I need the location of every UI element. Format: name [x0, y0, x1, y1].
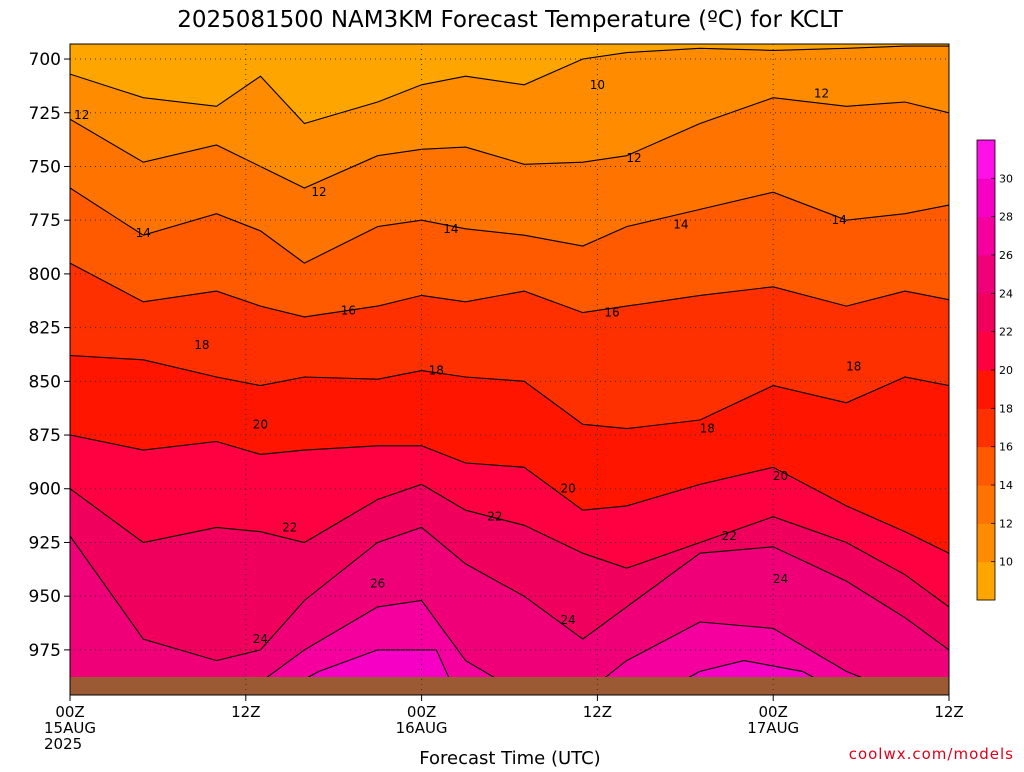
contour-label: 18	[429, 364, 444, 378]
contour-label: 14	[673, 217, 688, 231]
contour-12	[70, 97, 949, 189]
y-tick-label: 775	[29, 211, 61, 231]
x-tick-label: 00Z	[407, 703, 436, 721]
y-tick-label: 950	[29, 587, 61, 607]
x-tick-label: 00Z	[759, 703, 788, 721]
colorbar-segment	[977, 255, 995, 294]
colorbar-segment	[977, 140, 995, 179]
colorbar-label: 20	[999, 364, 1013, 377]
contour-label: 22	[282, 520, 297, 534]
y-tick-label: 850	[29, 372, 61, 392]
colorbar-label: 16	[999, 441, 1013, 454]
plot-area	[70, 44, 949, 695]
x-tick-label: 12Z	[583, 703, 612, 721]
contour-label: 14	[443, 222, 458, 236]
colorbar-label: 22	[999, 326, 1013, 339]
x-tick-label: 15AUG	[44, 719, 96, 737]
contour-label: 12	[626, 151, 641, 165]
colorbar-segment	[977, 331, 995, 371]
x-tick-label: 17AUG	[747, 719, 799, 737]
contour-label: 20	[253, 417, 268, 431]
colorbar-label: 10	[999, 556, 1013, 569]
colorbar-segment	[977, 446, 995, 486]
axes: 70072575077580082585087590092595097500Z1…	[29, 50, 964, 753]
contour-label: 20	[773, 469, 788, 483]
y-tick-label: 700	[29, 50, 61, 70]
contour-16	[70, 262, 949, 318]
terrain-strip	[70, 677, 949, 695]
y-tick-label: 925	[29, 533, 61, 553]
contour-label: 16	[604, 306, 619, 320]
y-tick-label: 800	[29, 265, 61, 285]
credit-text: coolwx.com/models	[849, 745, 1014, 763]
x-axis-label: Forecast Time (UTC)	[419, 748, 600, 768]
colorbar: 10 12 14 16 18 20 22 24 26 28 30	[976, 139, 1013, 601]
y-tick-label: 725	[29, 104, 61, 124]
contour-label: 24	[773, 572, 788, 586]
colorbar-segment	[977, 370, 995, 409]
colorbar-segment	[977, 408, 995, 448]
contour-label: 14	[831, 213, 846, 227]
contour-14	[70, 187, 949, 264]
colorbar-segment	[977, 293, 995, 333]
y-tick-label: 875	[29, 426, 61, 446]
contour-label: 18	[700, 422, 715, 436]
contour-24	[70, 526, 949, 662]
contour-label: 14	[136, 226, 151, 240]
contour-label: 18	[194, 338, 209, 352]
contour-label: 24	[253, 632, 268, 646]
colorbar-label: 30	[999, 172, 1013, 185]
colorbar-label: 18	[999, 402, 1013, 415]
colorbar-label: 12	[999, 517, 1013, 530]
x-tick-label: 00Z	[55, 703, 84, 721]
colorbar-segment	[977, 216, 995, 256]
contour-22	[70, 483, 949, 608]
contour-label: 16	[341, 303, 356, 317]
y-tick-label: 975	[29, 641, 61, 661]
colorbar-segment	[977, 485, 995, 524]
contour-label: 10	[590, 78, 605, 92]
contour-label: 18	[846, 359, 861, 373]
y-tick-label: 750	[29, 157, 61, 177]
contour-18	[70, 354, 949, 430]
plot-frame	[69, 43, 950, 696]
x-tick-label: 12Z	[231, 703, 260, 721]
x-tick-label: 12Z	[934, 703, 963, 721]
colorbar-label: 28	[999, 211, 1013, 224]
contour-label: 12	[311, 185, 326, 199]
contour-label: 22	[722, 529, 737, 543]
contour-label: 24	[560, 613, 575, 627]
y-tick-label: 825	[29, 319, 61, 339]
contour-label: 26	[370, 576, 385, 590]
x-tick-label: 2025	[44, 735, 82, 753]
contour-labels: 10 12 12 12 12 14 14 14 14 16 16 18 18 18 18 20 20 20 22 22…	[74, 78, 861, 646]
y-tick-label: 900	[29, 480, 61, 500]
x-tick-label: 16AUG	[396, 719, 448, 737]
contour-label: 12	[814, 86, 829, 100]
colorbar-label: 26	[999, 249, 1013, 262]
colorbar-label: 24	[999, 287, 1013, 300]
contour-10	[70, 45, 949, 125]
grid	[70, 44, 949, 695]
colorbar-segment	[977, 561, 995, 601]
contour-label: 22	[487, 510, 502, 524]
contour-label: 12	[74, 108, 89, 122]
colorbar-label: 14	[999, 479, 1013, 492]
contour-20	[70, 434, 949, 554]
chart-title: 2025081500 NAM3KM Forecast Temperature (…	[177, 7, 844, 33]
contour-label: 20	[560, 482, 575, 496]
colorbar-segment	[977, 178, 995, 218]
colorbar-segment	[977, 523, 995, 563]
